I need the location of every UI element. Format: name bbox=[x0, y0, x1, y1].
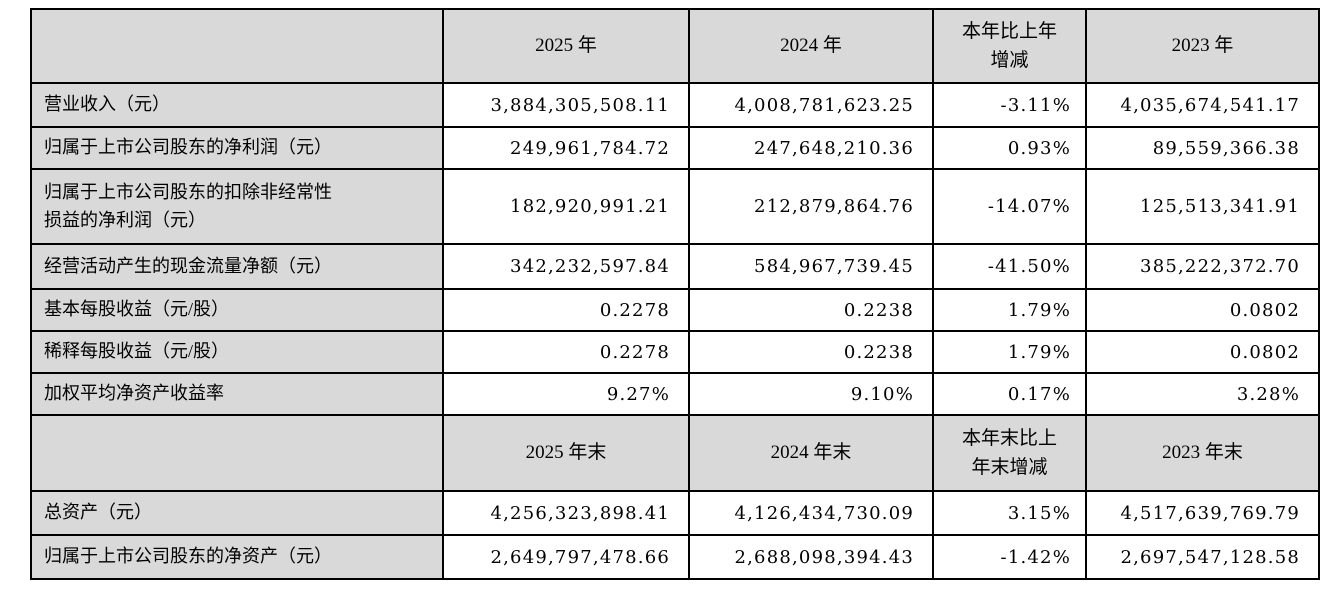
row-label-text: 归属于上市公司股东的扣除非经常性损益的净利润（元） bbox=[44, 181, 332, 230]
value-2025: 0.2278 bbox=[442, 330, 690, 374]
value-2024: 4,008,781,623.25 bbox=[688, 82, 934, 128]
value-change: 1.79% bbox=[932, 330, 1087, 374]
col-header-2025-eoy: 2025 年末 bbox=[442, 414, 690, 492]
period-header-row: 2025 年 2024 年 本年比上年 增减 2023 年 bbox=[30, 8, 1320, 84]
value-change: -14.07% bbox=[932, 168, 1087, 245]
value-2023: 2,697,547,128.58 bbox=[1085, 534, 1320, 580]
col-header-2024: 2024 年 bbox=[688, 8, 934, 84]
financial-summary-table: 2025 年 2024 年 本年比上年 增减 2023 年 营业收入（元） 3,… bbox=[30, 8, 1320, 580]
col-header-change-eoy-line2: 年末增减 bbox=[971, 457, 1048, 478]
col-header-2023-eoy: 2023 年末 bbox=[1085, 414, 1320, 492]
row-label: 归属于上市公司股东的净利润（元） bbox=[30, 126, 444, 170]
col-header-change-eoy-line1: 本年末比上 bbox=[961, 427, 1057, 449]
value-2023: 125,513,341.91 bbox=[1085, 168, 1320, 245]
value-2025: 9.27% bbox=[442, 372, 690, 416]
col-header-change: 本年比上年 增减 bbox=[932, 8, 1087, 84]
value-change: -1.42% bbox=[932, 534, 1087, 580]
col-header-2025: 2025 年 bbox=[442, 8, 690, 84]
row-label-text: 稀释每股收益（元/股） bbox=[44, 341, 229, 362]
value-2024: 584,967,739.45 bbox=[688, 243, 934, 290]
row-label: 归属于上市公司股东的扣除非经常性损益的净利润（元） bbox=[30, 168, 444, 245]
value-2024: 212,879,864.76 bbox=[688, 168, 934, 245]
value-change: -3.11% bbox=[932, 82, 1087, 128]
value-2025: 342,232,597.84 bbox=[442, 243, 690, 290]
row-label: 归属于上市公司股东的净资产（元） bbox=[30, 534, 444, 580]
row-label-text: 归属于上市公司股东的净利润（元） bbox=[44, 137, 332, 158]
value-2023: 0.0802 bbox=[1085, 288, 1320, 332]
value-change: 3.15% bbox=[932, 490, 1087, 536]
row-operating-cash-flow: 经营活动产生的现金流量净额（元） 342,232,597.84 584,967,… bbox=[30, 243, 1320, 290]
row-total-assets: 总资产（元） 4,256,323,898.41 4,126,434,730.09… bbox=[30, 490, 1320, 536]
row-label-text: 基本每股收益（元/股） bbox=[44, 299, 229, 320]
row-label-text: 加权平均净资产收益率 bbox=[44, 383, 224, 404]
value-2025: 182,920,991.21 bbox=[442, 168, 690, 245]
row-weighted-avg-roe: 加权平均净资产收益率 9.27% 9.10% 0.17% 3.28% bbox=[30, 372, 1320, 416]
value-2024: 0.2238 bbox=[688, 330, 934, 374]
value-change: 0.17% bbox=[932, 372, 1087, 416]
col-header-2023: 2023 年 bbox=[1085, 8, 1320, 84]
col-header-2024-eoy: 2024 年末 bbox=[688, 414, 934, 492]
row-label: 营业收入（元） bbox=[30, 82, 444, 128]
value-2023: 4,035,674,541.17 bbox=[1085, 82, 1320, 128]
value-change: 0.93% bbox=[932, 126, 1087, 170]
value-2023: 385,222,372.70 bbox=[1085, 243, 1320, 290]
row-basic-eps: 基本每股收益（元/股） 0.2278 0.2238 1.79% 0.0802 bbox=[30, 288, 1320, 332]
col-header-change-line2: 增减 bbox=[990, 50, 1029, 71]
col-header-change-eoy: 本年末比上 年末增减 bbox=[932, 414, 1087, 492]
row-diluted-eps: 稀释每股收益（元/股） 0.2278 0.2238 1.79% 0.0802 bbox=[30, 330, 1320, 374]
value-2023: 89,559,366.38 bbox=[1085, 126, 1320, 170]
row-label: 经营活动产生的现金流量净额（元） bbox=[30, 243, 444, 290]
value-2025: 249,961,784.72 bbox=[442, 126, 690, 170]
value-2024: 9.10% bbox=[688, 372, 934, 416]
row-net-profit-excl-nonrecurring: 归属于上市公司股东的扣除非经常性损益的净利润（元） 182,920,991.21… bbox=[30, 168, 1320, 245]
row-net-profit: 归属于上市公司股东的净利润（元） 249,961,784.72 247,648,… bbox=[30, 126, 1320, 170]
value-change: 1.79% bbox=[932, 288, 1087, 332]
row-label-text: 总资产（元） bbox=[44, 502, 152, 523]
row-label: 基本每股收益（元/股） bbox=[30, 288, 444, 332]
value-2023: 4,517,639,769.79 bbox=[1085, 490, 1320, 536]
value-2025: 4,256,323,898.41 bbox=[442, 490, 690, 536]
row-label: 总资产（元） bbox=[30, 490, 444, 536]
row-label-text: 营业收入（元） bbox=[44, 94, 170, 115]
value-2025: 0.2278 bbox=[442, 288, 690, 332]
value-2024: 4,126,434,730.09 bbox=[688, 490, 934, 536]
corner-cell bbox=[30, 8, 444, 84]
row-label-text: 经营活动产生的现金流量净额（元） bbox=[44, 255, 332, 276]
value-2024: 2,688,098,394.43 bbox=[688, 534, 934, 580]
value-2024: 247,648,210.36 bbox=[688, 126, 934, 170]
value-2023: 3.28% bbox=[1085, 372, 1320, 416]
row-label-text: 归属于上市公司股东的净资产（元） bbox=[44, 546, 332, 567]
value-2025: 2,649,797,478.66 bbox=[442, 534, 690, 580]
row-net-assets: 归属于上市公司股东的净资产（元） 2,649,797,478.66 2,688,… bbox=[30, 534, 1320, 580]
eoy-header-row: 2025 年末 2024 年末 本年末比上 年末增减 2023 年末 bbox=[30, 414, 1320, 492]
value-2023: 0.0802 bbox=[1085, 330, 1320, 374]
value-change: -41.50% bbox=[932, 243, 1087, 290]
row-revenue: 营业收入（元） 3,884,305,508.11 4,008,781,623.2… bbox=[30, 82, 1320, 128]
col-header-change-line1: 本年比上年 bbox=[961, 20, 1057, 42]
value-2024: 0.2238 bbox=[688, 288, 934, 332]
corner-cell bbox=[30, 414, 444, 492]
row-label: 加权平均净资产收益率 bbox=[30, 372, 444, 416]
value-2025: 3,884,305,508.11 bbox=[442, 82, 690, 128]
row-label: 稀释每股收益（元/股） bbox=[30, 330, 444, 374]
